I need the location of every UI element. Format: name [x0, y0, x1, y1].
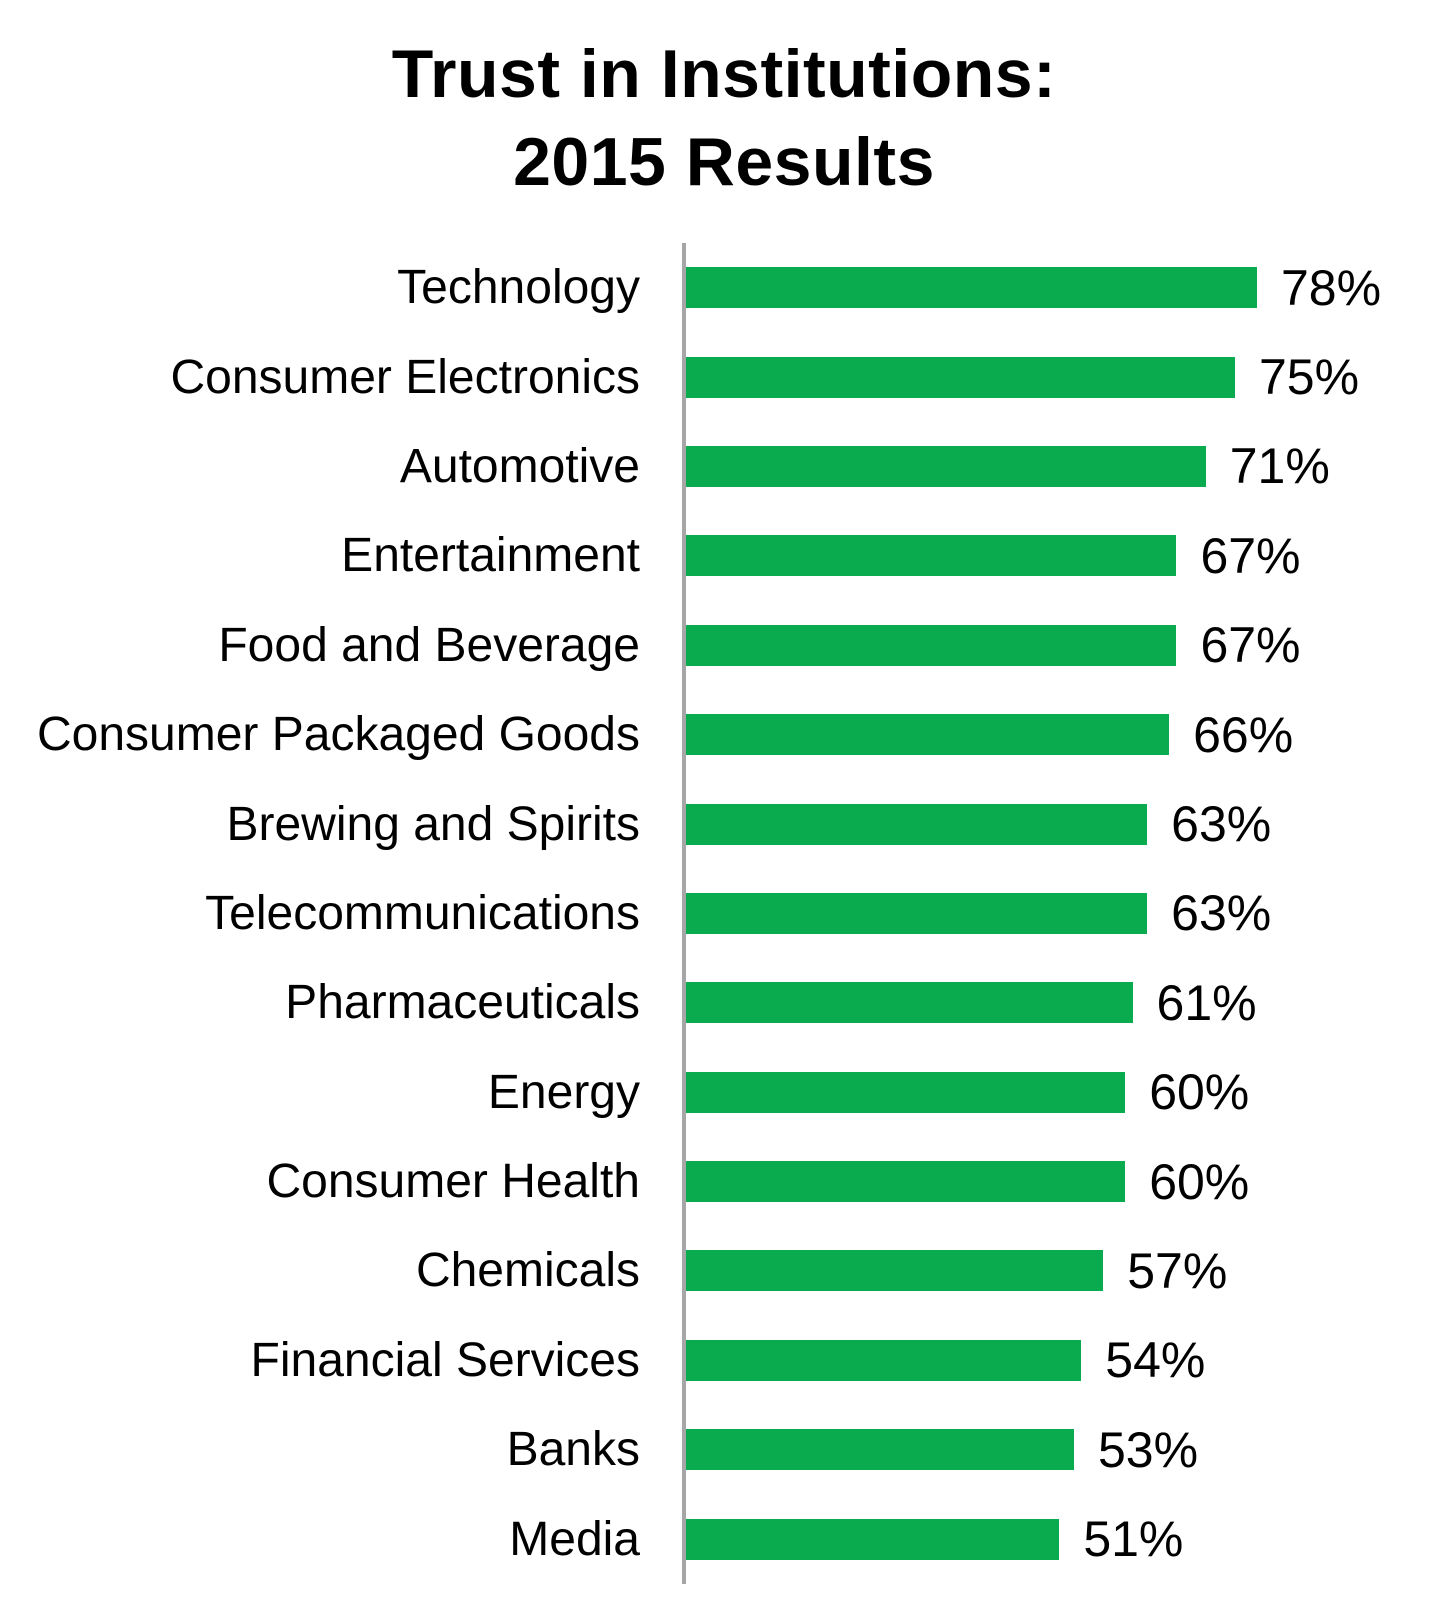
bar-area: 78% — [682, 243, 1448, 333]
category-label: Consumer Electronics — [170, 350, 641, 404]
category-label: Banks — [506, 1423, 640, 1477]
bar-area: 60% — [682, 1136, 1448, 1227]
bar — [686, 1071, 1126, 1113]
chart-row: Chemicals 57% — [0, 1226, 1448, 1316]
category-label: Consumer Health — [266, 1155, 641, 1209]
category-label: Entertainment — [341, 529, 640, 583]
bar-area: 75% — [682, 332, 1448, 422]
value-label: 63% — [1171, 796, 1272, 853]
bar-area: 57% — [682, 1226, 1448, 1316]
category-label: Media — [509, 1512, 640, 1566]
category-label: Automotive — [399, 439, 640, 493]
bar — [686, 1518, 1060, 1560]
bar — [686, 714, 1170, 756]
bar-area: 61% — [682, 958, 1448, 1048]
value-label: 66% — [1193, 706, 1294, 763]
bar — [686, 356, 1235, 398]
value-label: 57% — [1127, 1242, 1228, 1299]
bar-area: 67% — [682, 511, 1448, 601]
chart-row: Media 51% — [0, 1494, 1448, 1584]
category-label: Telecommunications — [205, 886, 640, 940]
chart-row: Technology 78% — [0, 243, 1448, 333]
value-label: 61% — [1156, 974, 1257, 1031]
value-label: 75% — [1259, 349, 1360, 406]
chart-row: Telecommunications 63% — [0, 868, 1448, 959]
bar — [686, 892, 1148, 934]
bar — [686, 982, 1133, 1024]
bar — [686, 1161, 1126, 1203]
chart-row: Consumer Packaged Goods 66% — [0, 689, 1448, 780]
category-label: Technology — [397, 261, 640, 315]
chart-title-line2: 2015 Results — [513, 124, 935, 200]
bar-area: 71% — [682, 421, 1448, 512]
chart-row: Banks 53% — [0, 1405, 1448, 1495]
category-label: Chemicals — [415, 1244, 640, 1298]
chart-row: Brewing and Spirits 63% — [0, 779, 1448, 869]
chart-title-line1: Trust in Institutions: — [391, 36, 1057, 112]
bar — [686, 445, 1206, 487]
bar — [686, 267, 1257, 309]
chart-row: Pharmaceuticals 61% — [0, 958, 1448, 1048]
value-label: 60% — [1149, 1153, 1250, 1210]
chart-row: Entertainment 67% — [0, 511, 1448, 601]
value-label: 67% — [1200, 527, 1301, 584]
value-label: 63% — [1171, 885, 1272, 942]
value-label: 71% — [1229, 438, 1330, 495]
value-label: 78% — [1280, 259, 1382, 316]
bar-area: 53% — [682, 1405, 1448, 1495]
bar-chart: Technology 78% Consumer Electronics 75% … — [0, 243, 1448, 1584]
chart-row: Automotive 71% — [0, 421, 1448, 512]
bar — [686, 1250, 1104, 1292]
category-label: Pharmaceuticals — [285, 976, 640, 1030]
value-label: 54% — [1105, 1332, 1206, 1389]
bar — [686, 535, 1177, 577]
chart-row: Consumer Health 60% — [0, 1136, 1448, 1227]
bar-area: 63% — [682, 868, 1448, 959]
bar-area: 54% — [682, 1315, 1448, 1406]
bar-area: 60% — [682, 1047, 1448, 1137]
category-label: Consumer Packaged Goods — [37, 708, 640, 762]
bar — [686, 1339, 1082, 1381]
bar-area: 67% — [682, 600, 1448, 690]
bar — [686, 803, 1148, 845]
value-label: 53% — [1097, 1421, 1199, 1478]
category-label: Energy — [487, 1065, 640, 1119]
bar-area: 63% — [682, 779, 1448, 869]
category-label: Financial Services — [250, 1333, 640, 1387]
category-label: Food and Beverage — [218, 618, 640, 672]
value-label: 60% — [1149, 1064, 1250, 1121]
chart-row: Food and Beverage 67% — [0, 600, 1448, 690]
chart-row: Consumer Electronics 75% — [0, 332, 1448, 422]
chart-row: Financial Services 54% — [0, 1315, 1448, 1406]
bar-area: 66% — [682, 689, 1448, 780]
bar-area: 51% — [682, 1494, 1448, 1584]
category-label: Brewing and Spirits — [226, 797, 640, 851]
chart-title: Trust in Institutions: 2015 Results — [0, 30, 1448, 206]
value-label: 67% — [1200, 617, 1301, 674]
chart-row: Energy 60% — [0, 1047, 1448, 1137]
bar — [686, 624, 1177, 666]
bar — [686, 1429, 1074, 1471]
value-label: 51% — [1083, 1511, 1184, 1568]
